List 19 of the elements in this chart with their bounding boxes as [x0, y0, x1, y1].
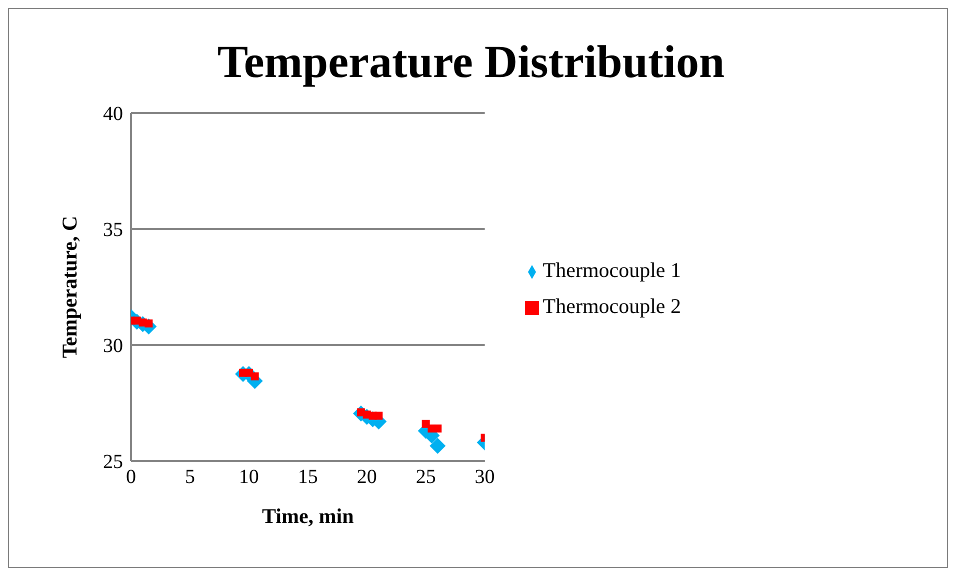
x-tick-label: 0 — [126, 466, 136, 488]
point — [374, 412, 383, 420]
x-tick-label: 30 — [474, 466, 495, 488]
chart-title: Temperature Distribution — [217, 36, 725, 87]
point — [434, 424, 442, 433]
x-axis-title: Time, min — [262, 504, 354, 528]
y-tick-label: 40 — [103, 103, 123, 126]
y-tick-label: 35 — [103, 219, 123, 242]
y-axis-title: Temperature, C — [57, 216, 82, 358]
point — [430, 438, 446, 454]
legend-label: Thermocouple 2 — [542, 294, 681, 318]
y-tick-label: 25 — [103, 451, 123, 474]
x-tick-label: 5 — [184, 466, 195, 488]
x-tick-label: 15 — [298, 466, 318, 488]
y-tick-label: 30 — [103, 335, 123, 358]
x-tick-label: 25 — [416, 466, 436, 488]
x-tick-label: 20 — [356, 466, 377, 488]
x-tick-label: 10 — [238, 466, 259, 488]
legend-label: Thermocouple 1 — [542, 258, 681, 282]
